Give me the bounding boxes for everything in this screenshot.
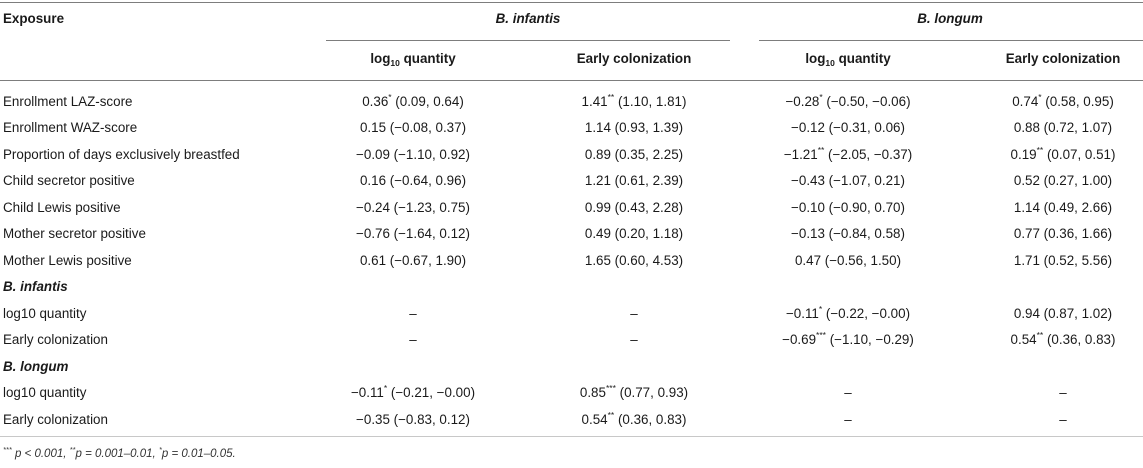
row-label: Mother secretor positive bbox=[3, 226, 146, 241]
longum-group-header: B. longum bbox=[917, 11, 983, 26]
cell-longum-early: 0.88 (0.72, 1.07) bbox=[1013, 120, 1113, 135]
infantis-span-rule bbox=[326, 40, 730, 41]
cell-longum-log: −0.13 (−0.84, 0.58) bbox=[791, 226, 905, 241]
cell-longum-log: −0.12 (−0.31, 0.06) bbox=[791, 120, 905, 135]
row-label: Child secretor positive bbox=[3, 173, 135, 188]
infantis-group-header: B. infantis bbox=[495, 11, 561, 26]
cell-longum-early: 0.77 (0.36, 1.66) bbox=[1013, 226, 1113, 241]
cell-longum-log: −0.43 (−1.07, 0.21) bbox=[791, 173, 905, 188]
cell-longum-log: 0.47 (−0.56, 1.50) bbox=[794, 253, 902, 268]
row-label: Early colonization bbox=[3, 332, 108, 347]
header-bottom-rule bbox=[0, 80, 1143, 81]
row-label: log10 quantity bbox=[3, 306, 87, 321]
cell-longum-early: – bbox=[1059, 412, 1067, 427]
cell-infantis-early: – bbox=[630, 332, 638, 347]
cell-longum-early: – bbox=[1059, 385, 1067, 400]
col-early-colonization-1: Early colonization bbox=[576, 51, 692, 66]
top-rule bbox=[0, 2, 1143, 3]
section-heading-infantis: B. infantis bbox=[3, 279, 68, 294]
cell-longum-early: 0.74* (0.58, 0.95) bbox=[1012, 92, 1114, 109]
cell-longum-early: 0.19** (0.07, 0.51) bbox=[1010, 145, 1116, 162]
row-label: Enrollment WAZ-score bbox=[3, 120, 138, 135]
cell-infantis-log: 0.15 (−0.08, 0.37) bbox=[359, 120, 467, 135]
cell-infantis-log: 0.16 (−0.64, 0.96) bbox=[359, 173, 467, 188]
longum-span-rule bbox=[759, 40, 1143, 41]
row-label: log10 quantity bbox=[3, 385, 87, 400]
cell-longum-early: 0.52 (0.27, 1.00) bbox=[1013, 173, 1113, 188]
cell-infantis-early: 0.85*** (0.77, 0.93) bbox=[579, 383, 689, 400]
exposure-header: Exposure bbox=[3, 11, 65, 26]
table-bottom-rule bbox=[0, 436, 1143, 437]
col-early-colonization-2: Early colonization bbox=[1005, 51, 1121, 66]
cell-infantis-early: 1.21 (0.61, 2.39) bbox=[584, 173, 684, 188]
cell-longum-early: 0.94 (0.87, 1.02) bbox=[1013, 306, 1113, 321]
cell-infantis-log: – bbox=[409, 332, 417, 347]
cell-infantis-log: – bbox=[409, 306, 417, 321]
cell-longum-log: −1.21** (−2.05, −0.37) bbox=[783, 145, 913, 162]
cell-infantis-log: −0.24 (−1.23, 0.75) bbox=[356, 200, 470, 215]
cell-longum-early: 1.14 (0.49, 2.66) bbox=[1013, 200, 1113, 215]
cell-infantis-log: 0.61 (−0.67, 1.90) bbox=[359, 253, 467, 268]
cell-infantis-log: −0.35 (−0.83, 0.12) bbox=[356, 412, 470, 427]
cell-infantis-early: 0.54** (0.36, 0.83) bbox=[581, 410, 687, 427]
row-label: Early colonization bbox=[3, 412, 108, 427]
cell-infantis-early: 0.49 (0.20, 1.18) bbox=[584, 226, 684, 241]
col-log-quantity-1: log10 quantity bbox=[370, 51, 456, 68]
cell-infantis-early: 1.14 (0.93, 1.39) bbox=[584, 120, 684, 135]
cell-longum-log: −0.11* (−0.22, −0.00) bbox=[785, 304, 911, 321]
row-label: Enrollment LAZ-score bbox=[3, 94, 133, 109]
cell-longum-log: −0.69*** (−1.10, −0.29) bbox=[782, 330, 914, 347]
cell-longum-early: 0.54** (0.36, 0.83) bbox=[1010, 330, 1116, 347]
cell-longum-log: – bbox=[844, 412, 852, 427]
cell-infantis-early: – bbox=[630, 306, 638, 321]
cell-longum-early: 1.71 (0.52, 5.56) bbox=[1013, 253, 1113, 268]
section-heading-longum: B. longum bbox=[3, 359, 69, 374]
row-label: Child Lewis positive bbox=[3, 200, 121, 215]
cell-longum-log: – bbox=[844, 385, 852, 400]
cell-infantis-early: 1.41** (1.10, 1.81) bbox=[581, 92, 687, 109]
cell-infantis-early: 0.99 (0.43, 2.28) bbox=[584, 200, 684, 215]
cell-longum-log: −0.10 (−0.90, 0.70) bbox=[791, 200, 905, 215]
cell-infantis-early: 0.89 (0.35, 2.25) bbox=[584, 147, 684, 162]
col-log-quantity-2: log10 quantity bbox=[805, 51, 891, 68]
cell-infantis-early: 1.65 (0.60, 4.53) bbox=[584, 253, 684, 268]
cell-infantis-log: 0.36* (0.09, 0.64) bbox=[362, 92, 464, 109]
row-label: Proportion of days exclusively breastfed bbox=[3, 147, 240, 162]
table-footnote: *** p < 0.001, **p = 0.001–0.01, *p = 0.… bbox=[3, 445, 236, 460]
row-label: Mother Lewis positive bbox=[3, 253, 132, 268]
cell-infantis-log: −0.11* (−0.21, −0.00) bbox=[350, 383, 476, 400]
cell-infantis-log: −0.76 (−1.64, 0.12) bbox=[356, 226, 470, 241]
cell-infantis-log: −0.09 (−1.10, 0.92) bbox=[356, 147, 470, 162]
cell-longum-log: −0.28* (−0.50, −0.06) bbox=[785, 92, 911, 109]
